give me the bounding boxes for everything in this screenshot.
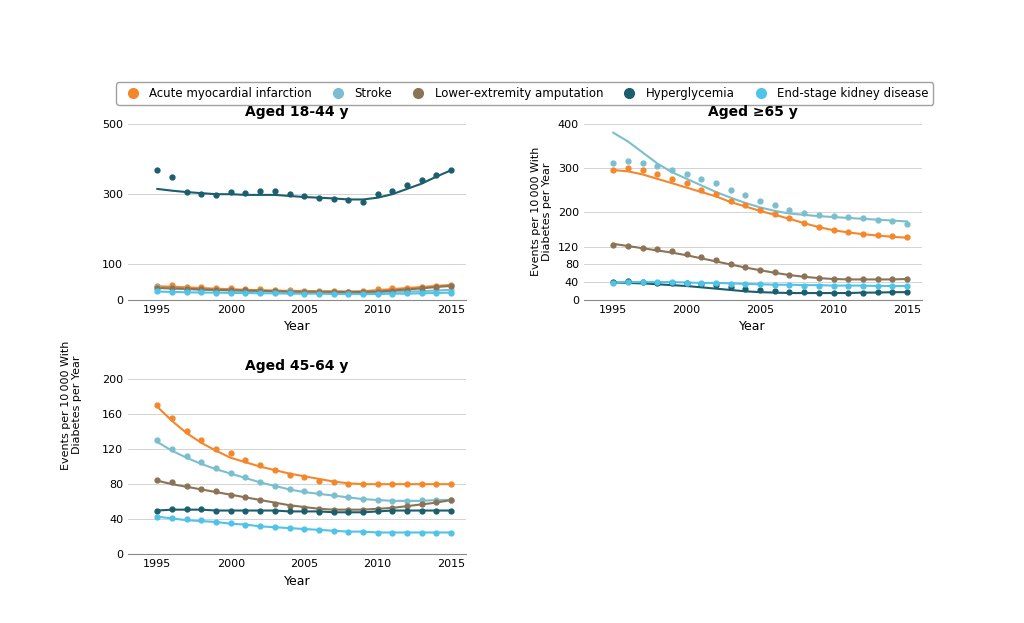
Text: Events per 10 000 With
Diabetes per Year: Events per 10 000 With Diabetes per Year — [60, 340, 83, 470]
X-axis label: Year: Year — [284, 575, 310, 588]
Y-axis label: Events per 10 000 With
Diabetes per Year: Events per 10 000 With Diabetes per Year — [530, 147, 552, 277]
Title: Aged 45-64 y: Aged 45-64 y — [245, 359, 348, 373]
Legend: Acute myocardial infarction, Stroke, Lower-extremity amputation, Hyperglycemia, : Acute myocardial infarction, Stroke, Low… — [116, 82, 934, 105]
X-axis label: Year: Year — [284, 320, 310, 333]
X-axis label: Year: Year — [739, 320, 766, 333]
Title: Aged ≥65 y: Aged ≥65 y — [708, 105, 798, 118]
Title: Aged 18-44 y: Aged 18-44 y — [245, 105, 348, 118]
